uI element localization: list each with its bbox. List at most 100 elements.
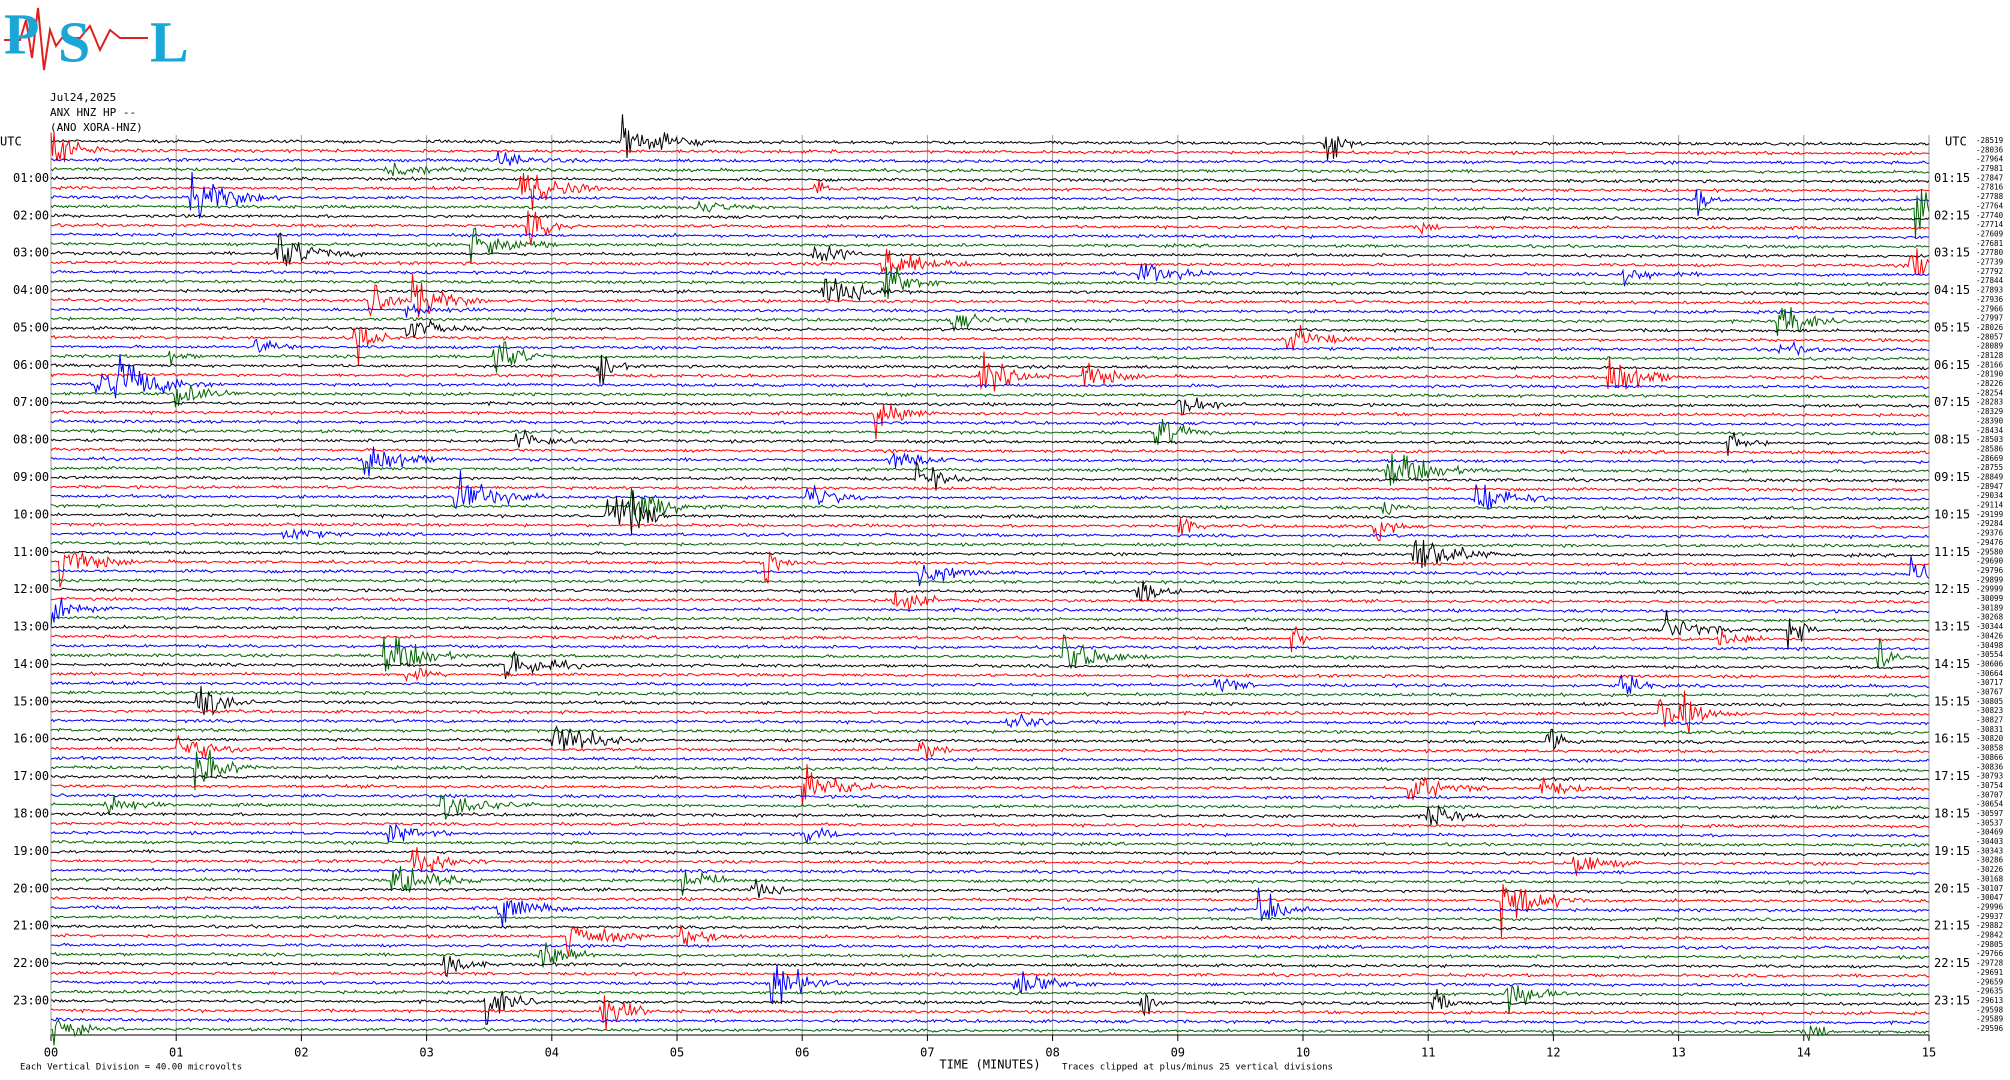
trace-offset: -30717 xyxy=(1976,678,2003,687)
seismic-trace xyxy=(50,734,1930,760)
seismic-trace xyxy=(50,878,1930,898)
seismic-trace xyxy=(50,172,1929,211)
left-hour-label: 14:00 xyxy=(13,657,49,671)
trace-offset: -30554 xyxy=(1976,650,2004,659)
seismic-trace xyxy=(50,338,1930,357)
trace-offset: -30767 xyxy=(1976,687,2003,696)
trace-offset: -30866 xyxy=(1976,753,2004,762)
trace-offset: -30664 xyxy=(1976,669,2004,678)
trace-offset: -30606 xyxy=(1976,659,2004,668)
trace-offset: -28519 xyxy=(1976,136,2003,145)
x-tick-label: 02 xyxy=(294,1046,308,1060)
right-hour-label: 17:15 xyxy=(1934,769,1970,783)
trace-offset: -29899 xyxy=(1976,575,2003,584)
trace-offset: -28036 xyxy=(1976,145,2004,154)
seismic-trace xyxy=(50,470,1930,511)
seismic-trace xyxy=(50,341,1930,373)
seismic-trace xyxy=(50,690,1930,734)
seismic-trace xyxy=(50,353,1930,399)
left-hour-label: 07:00 xyxy=(13,395,49,409)
trace-offset: -28226 xyxy=(1976,379,2004,388)
trace-offset: -29613 xyxy=(1976,996,2003,1005)
trace-offset: -28947 xyxy=(1976,482,2003,491)
trace-offset: -29690 xyxy=(1976,557,2004,566)
trace-offset: -29659 xyxy=(1976,977,2003,986)
logo-letter: L xyxy=(150,9,189,74)
seismic-trace xyxy=(50,527,1929,541)
seismic-trace xyxy=(50,643,1930,652)
trace-offset: -30836 xyxy=(1976,762,2004,771)
right-hour-label: 03:15 xyxy=(1934,246,1970,260)
x-tick-label: 10 xyxy=(1296,1046,1310,1060)
right-hour-label: 18:15 xyxy=(1934,807,1970,821)
trace-offset: -29882 xyxy=(1976,921,2003,930)
trace-offset: -29937 xyxy=(1976,912,2003,921)
trace-offset: -30858 xyxy=(1976,744,2004,753)
seismic-trace xyxy=(50,1019,1930,1046)
clip-note: Traces clipped at plus/minus 25 vertical… xyxy=(1062,1063,1333,1073)
trace-offset: -29580 xyxy=(1976,547,2004,556)
station: ANX HNZ HP -- xyxy=(50,106,136,119)
seismic-trace xyxy=(50,805,1930,825)
left-hour-label: 04:00 xyxy=(13,283,49,297)
seismic-trace xyxy=(50,418,1930,427)
seismic-trace xyxy=(50,685,1930,716)
seismic-trace xyxy=(50,446,1930,477)
seismic-trace xyxy=(50,589,1930,612)
trace-offset: -28755 xyxy=(1976,463,2003,472)
seismic-trace xyxy=(50,189,1930,239)
seismic-trace xyxy=(50,319,1930,338)
seismic-trace xyxy=(50,418,1930,445)
seismic-trace xyxy=(50,667,1930,682)
seismic-trace xyxy=(50,232,1930,266)
seismic-trace xyxy=(50,484,1930,493)
right-hour-label: 16:15 xyxy=(1934,732,1970,746)
seismic-trace xyxy=(50,774,1930,782)
trace-offset: -30226 xyxy=(1976,865,2004,874)
x-tick-label: 03 xyxy=(419,1046,433,1060)
seismic-trace xyxy=(50,822,1930,845)
seismic-trace xyxy=(50,278,1930,303)
right-hour-label: 10:15 xyxy=(1934,507,1970,521)
trace-offset: -27740 xyxy=(1976,211,2004,220)
trace-offset: -30754 xyxy=(1976,781,2004,790)
trace-offset: -29796 xyxy=(1976,566,2004,575)
trace-offset: -29589 xyxy=(1976,1015,2003,1024)
seismic-trace xyxy=(50,403,1930,440)
x-tick-label: 11 xyxy=(1421,1046,1435,1060)
x-tick-label: 07 xyxy=(920,1046,934,1060)
trace-offset: -30597 xyxy=(1976,809,2003,818)
seismic-trace xyxy=(50,690,1930,698)
trace-offset: -30823 xyxy=(1976,706,2003,715)
trace-offset: -29114 xyxy=(1976,501,2004,510)
right-hour-label: 12:15 xyxy=(1934,582,1970,596)
right-hour-label: 21:15 xyxy=(1934,919,1970,933)
trace-offset: -29199 xyxy=(1976,510,2003,519)
trace-offset: -30654 xyxy=(1976,800,2004,809)
trace-offset: -30168 xyxy=(1976,874,2004,883)
seismic-trace xyxy=(50,749,1930,791)
trace-offset: -28586 xyxy=(1976,444,2004,453)
seismic-trace xyxy=(50,354,1930,385)
left-hour-label: 15:00 xyxy=(13,694,49,708)
left-hour-label: 21:00 xyxy=(13,919,49,933)
left-hour-label: 16:00 xyxy=(13,732,49,746)
seismic-trace xyxy=(50,955,1930,978)
x-tick-label: 01 xyxy=(169,1046,183,1060)
seismic-trace xyxy=(50,302,1930,318)
trace-offset: -29596 xyxy=(1976,1024,2004,1033)
right-hour-label: 14:15 xyxy=(1934,657,1970,671)
seismic-trace xyxy=(50,162,1930,177)
trace-offset: -27681 xyxy=(1976,239,2003,248)
right-hour-label: 04:15 xyxy=(1934,283,1970,297)
seismic-trace xyxy=(50,453,1930,486)
left-hour-label: 11:00 xyxy=(13,545,49,559)
trace-offset: -30268 xyxy=(1976,613,2004,622)
trace-offset: -30047 xyxy=(1976,893,2003,902)
seismic-trace xyxy=(50,914,1930,923)
seismic-trace xyxy=(50,578,1930,586)
seismic-trace xyxy=(50,114,1930,161)
left-hour-label: 01:00 xyxy=(13,171,49,185)
x-tick-label: 09 xyxy=(1171,1046,1185,1060)
